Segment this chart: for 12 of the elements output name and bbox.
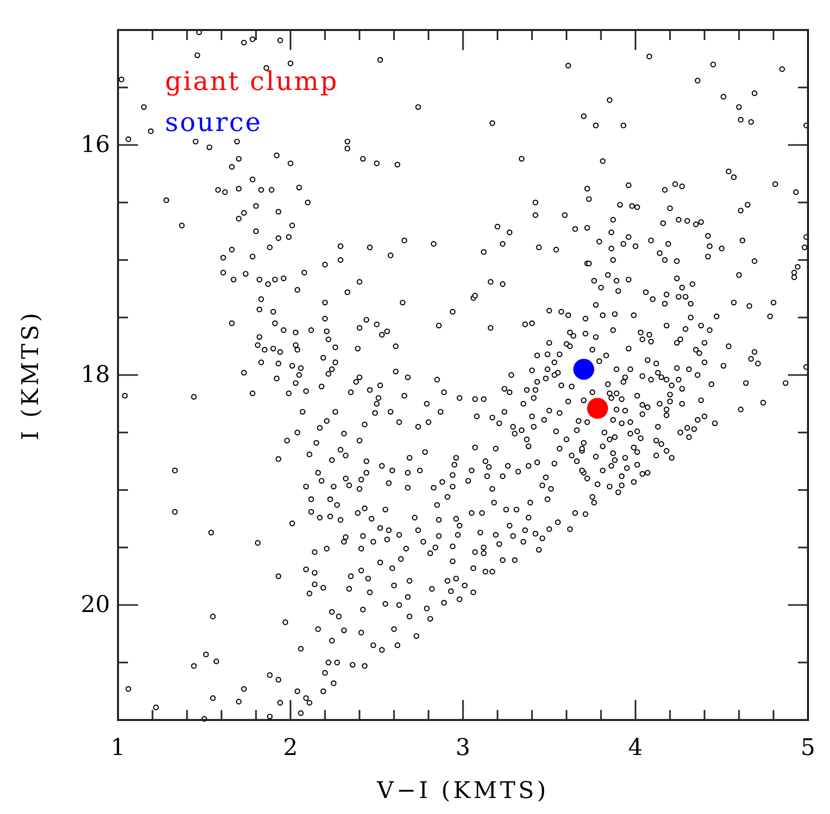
x-tick-label: 3 [456, 735, 470, 761]
x-axis-title: V−I (KMTS) [376, 778, 550, 804]
y-axis-title: I (KMTS) [18, 310, 44, 440]
y-tick-label: 20 [80, 592, 110, 618]
y-tick-label: 16 [80, 132, 110, 158]
text: giant clump [165, 67, 338, 97]
text: source [165, 108, 262, 138]
x-tick-label: 4 [628, 735, 643, 761]
x-tick-label: 1 [110, 735, 126, 761]
x-tick-label: 5 [800, 735, 816, 761]
y-tick-label: 18 [80, 362, 110, 388]
x-tick-label: 2 [283, 735, 298, 761]
